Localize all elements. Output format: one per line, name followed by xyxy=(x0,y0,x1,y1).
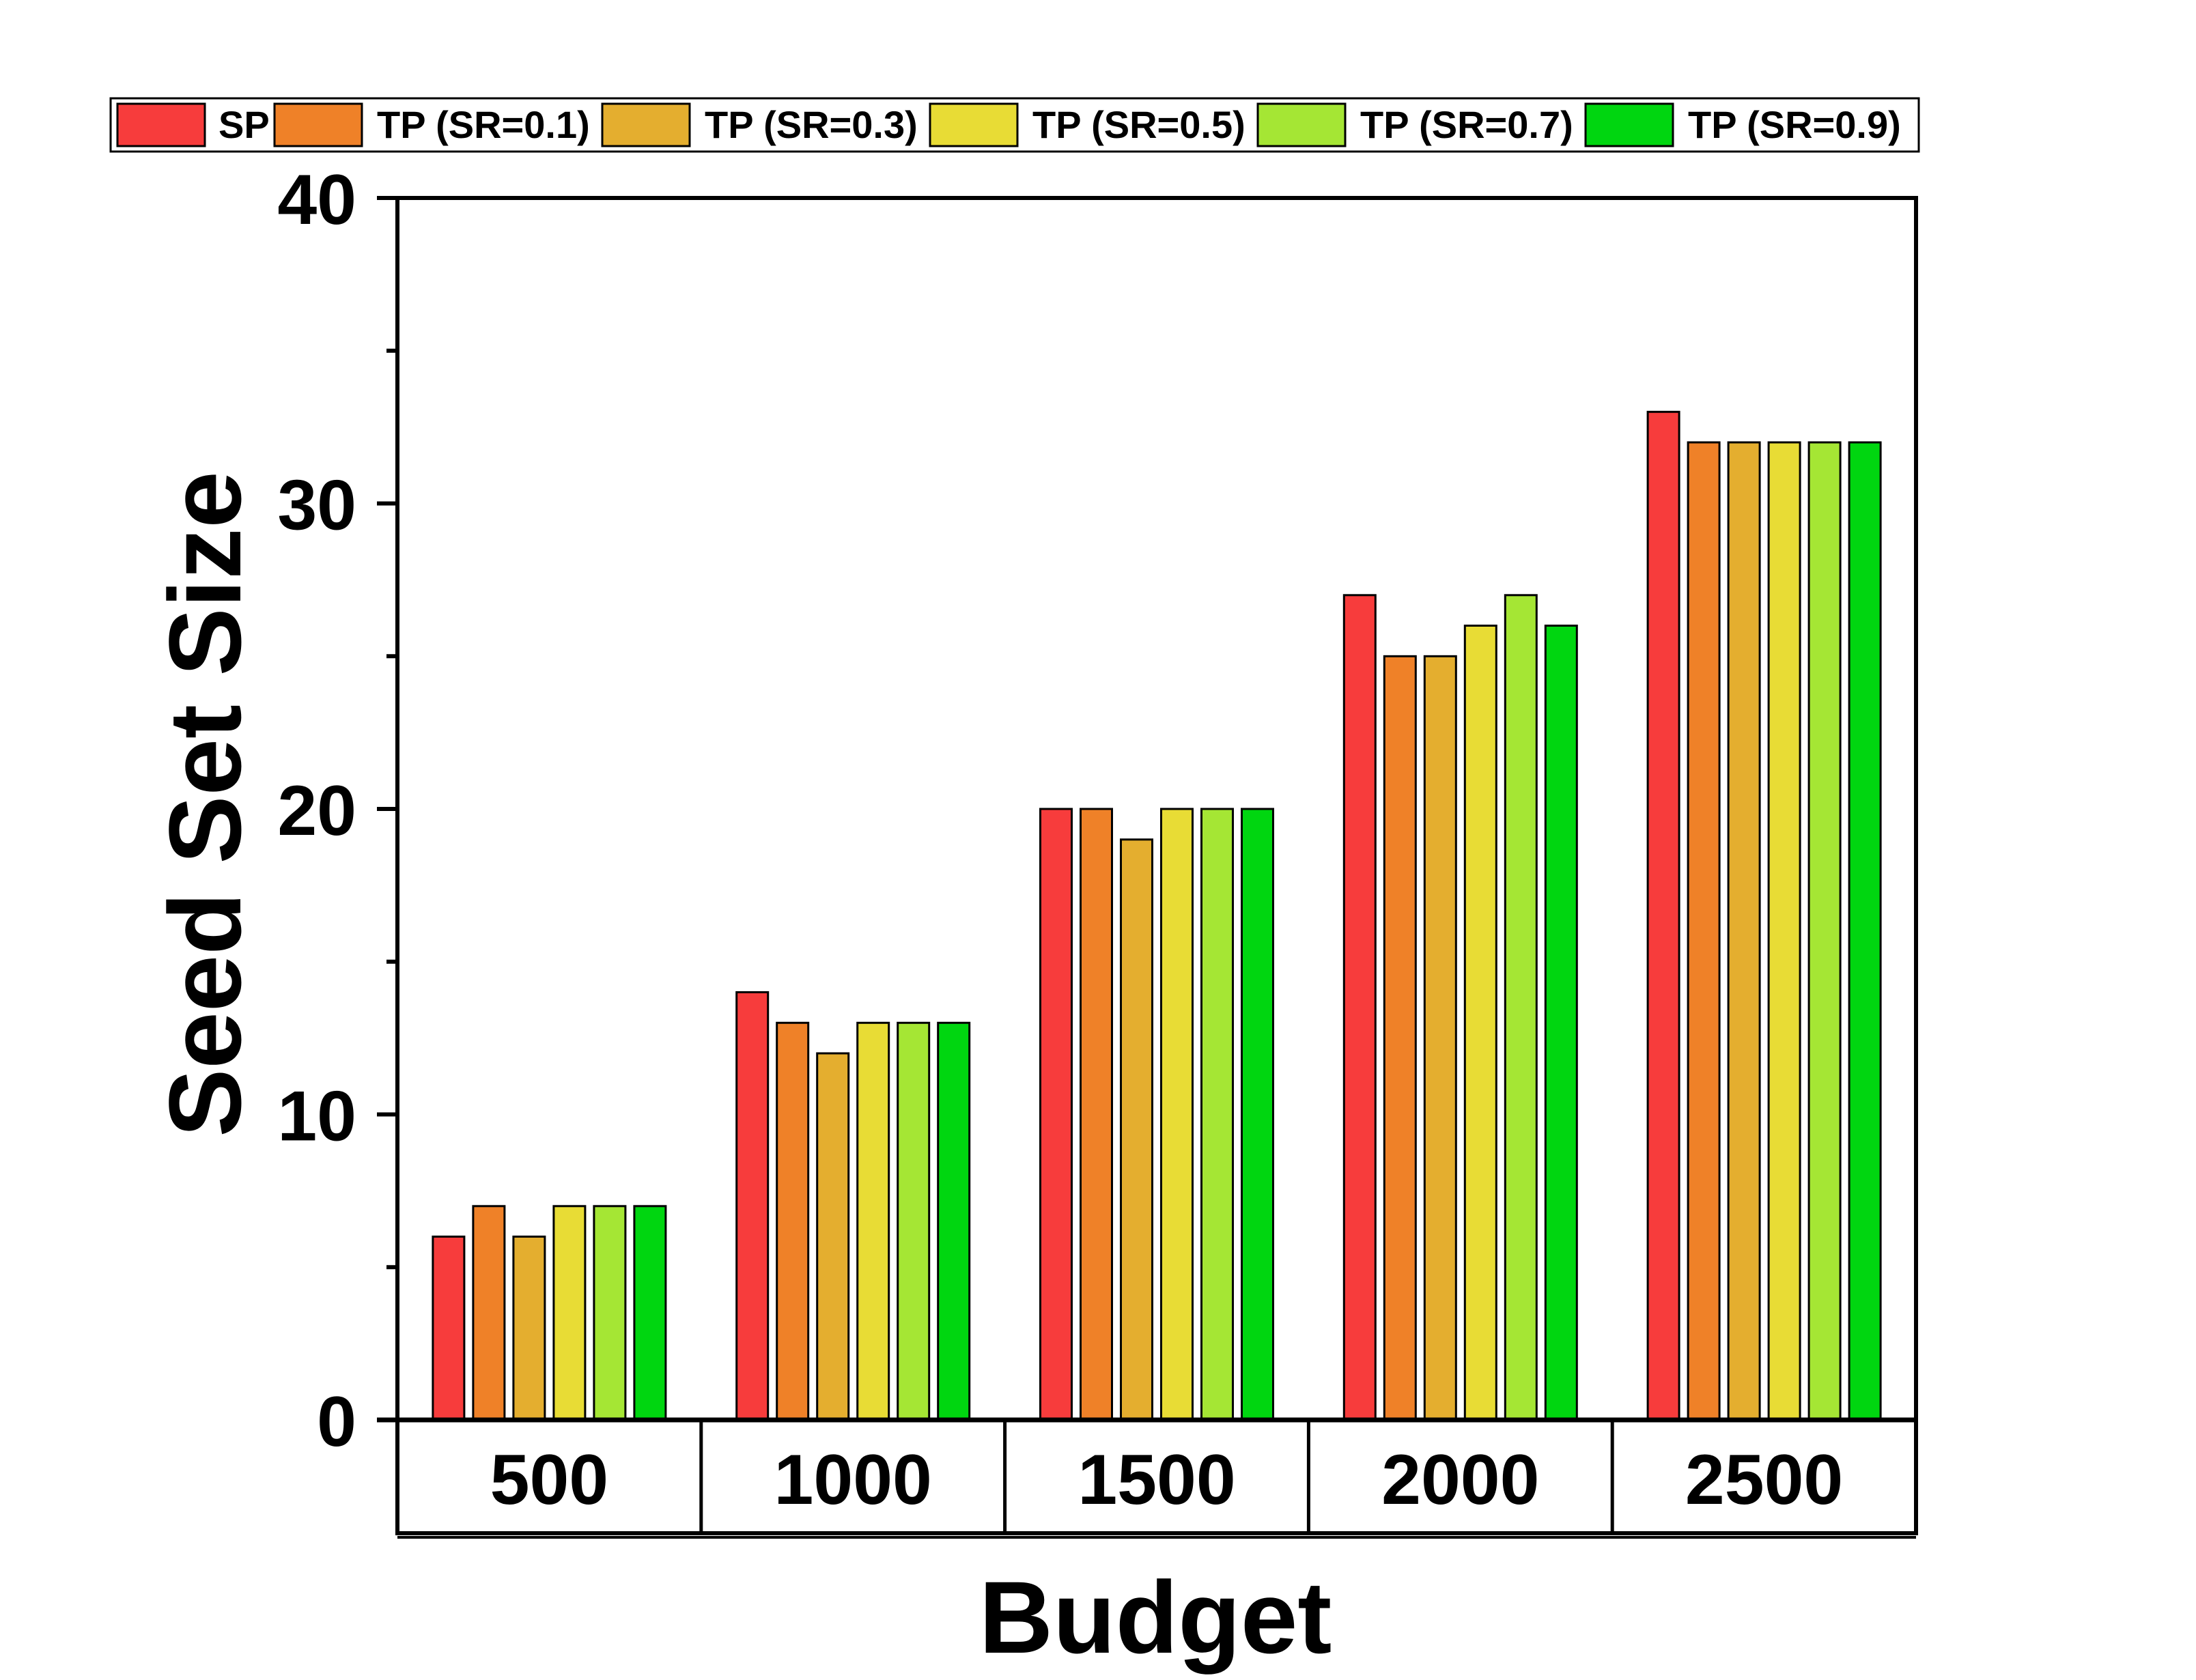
legend-swatch xyxy=(1256,102,1347,147)
legend-swatch xyxy=(116,102,206,147)
bar xyxy=(735,991,770,1421)
bar xyxy=(776,1021,810,1421)
y-axis-ticks: 0 10 20 30 40 xyxy=(277,160,397,1462)
legend: SP TP (SR=0.1) TP (SR=0.3) TP (SR=0.5) TP (S… xyxy=(109,97,1920,153)
bar xyxy=(472,1205,506,1421)
y-tick-label: 30 xyxy=(277,466,356,545)
bar xyxy=(1848,441,1882,1421)
legend-label: TP (SR=0.9) xyxy=(1688,103,1901,146)
legend-label: TP (SR=0.3) xyxy=(705,103,918,146)
legend-label: TP (SR=0.5) xyxy=(1032,103,1245,146)
bar xyxy=(897,1021,931,1421)
bar xyxy=(1463,625,1497,1421)
bar xyxy=(1687,441,1721,1421)
bar xyxy=(1727,441,1761,1421)
bar xyxy=(1767,441,1801,1421)
y-tick-label: 10 xyxy=(277,1077,356,1156)
legend-swatch xyxy=(929,102,1019,147)
y-axis-label: Seed Set Size xyxy=(147,471,262,1137)
bar xyxy=(1807,441,1842,1421)
bar xyxy=(593,1205,627,1421)
bar xyxy=(1039,808,1073,1421)
x-category-label: 1000 xyxy=(774,1440,932,1520)
x-category-label: 2500 xyxy=(1685,1440,1843,1520)
bar xyxy=(552,1205,587,1421)
y-tick-label: 40 xyxy=(277,160,356,240)
legend-label: TP (SR=0.1) xyxy=(377,103,590,146)
x-category-label: 500 xyxy=(490,1440,609,1520)
bar xyxy=(937,1021,971,1421)
bar xyxy=(1241,808,1274,1421)
bar xyxy=(1423,655,1457,1421)
bar xyxy=(432,1236,466,1421)
x-category-label: 1500 xyxy=(1078,1440,1235,1520)
y-tick-label: 20 xyxy=(277,771,356,851)
bar xyxy=(856,1021,890,1421)
legend-swatch xyxy=(1584,102,1674,147)
y-tick-label: 0 xyxy=(317,1382,356,1462)
bar xyxy=(1383,655,1417,1421)
legend-label: TP (SR=0.7) xyxy=(1360,103,1573,146)
legend-swatch xyxy=(273,102,363,147)
bar xyxy=(633,1205,667,1421)
bar xyxy=(512,1236,546,1421)
bar xyxy=(1120,838,1153,1421)
bar xyxy=(1080,808,1113,1421)
bar xyxy=(1200,808,1234,1421)
bar xyxy=(1544,625,1578,1421)
bar xyxy=(1342,594,1377,1421)
bar xyxy=(1646,410,1680,1421)
x-axis-label: Budget xyxy=(979,1560,1332,1675)
bars xyxy=(432,410,1882,1421)
bar xyxy=(1504,594,1538,1421)
x-category-label: 2000 xyxy=(1381,1440,1539,1520)
bar xyxy=(816,1052,850,1421)
legend-swatch xyxy=(601,102,691,147)
x-axis-categories: 500 1000 1500 2000 2500 xyxy=(490,1440,1844,1520)
bar xyxy=(1160,808,1194,1421)
legend-label: SP xyxy=(219,103,270,146)
